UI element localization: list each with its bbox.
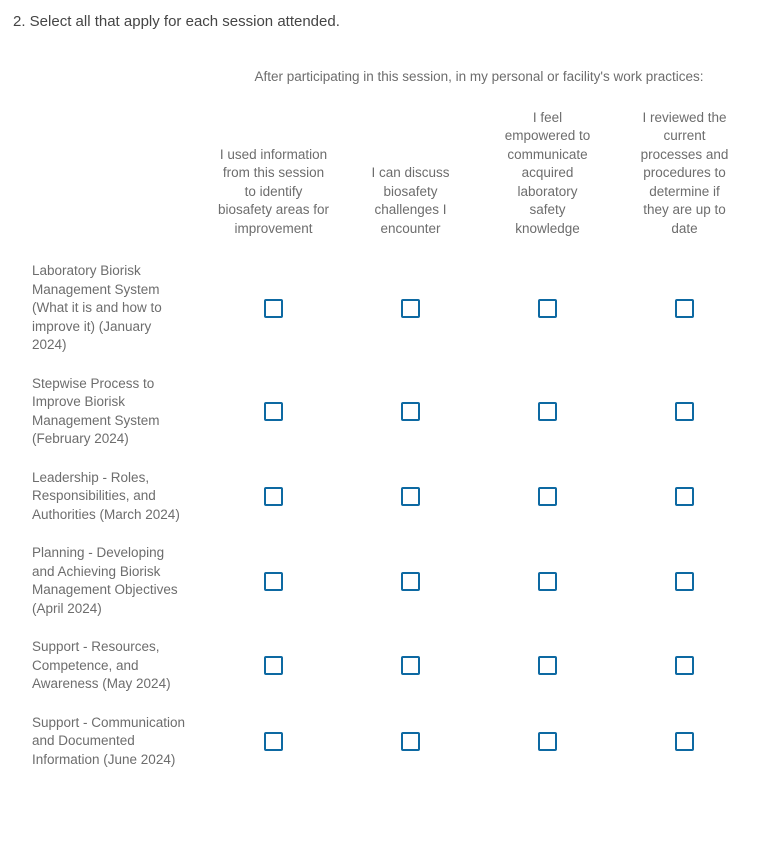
checkbox-cell [205, 298, 342, 318]
checkbox-row3-col2[interactable] [401, 486, 420, 506]
table-row-session-june: Support - Communication and Documented I… [0, 714, 768, 770]
table-row-session-may: Support - Resources, Competence, and Awa… [0, 638, 768, 694]
table-row-session-april: Planning - Developing and Achieving Bior… [0, 544, 768, 618]
table-row-session-march: Leadership - Roles, Responsibilities, an… [0, 469, 768, 525]
checkbox-cell [342, 571, 479, 591]
checkbox-row5-col2[interactable] [401, 656, 420, 676]
checkbox-row5-col4[interactable] [675, 656, 694, 676]
matrix-column-header-row: I used information from this session to … [0, 109, 768, 239]
column-header-3: I feel empowered to communicate acquired… [479, 109, 616, 239]
table-row-session-january: Laboratory Biorisk Management System (Wh… [0, 262, 768, 355]
checkbox-row2-col4[interactable] [675, 402, 694, 421]
column-header-4: I reviewed the current processes and pro… [616, 109, 753, 239]
checkbox-row2-col2[interactable] [401, 402, 420, 421]
row-label: Laboratory Biorisk Management System (Wh… [32, 263, 162, 352]
checkbox-cell [205, 486, 342, 506]
checkbox-row1-col2[interactable] [401, 298, 420, 318]
matrix-group-header: After participating in this session, in … [254, 69, 704, 84]
checkbox-row5-col1[interactable] [264, 656, 283, 676]
checkbox-row6-col2[interactable] [401, 731, 420, 751]
checkbox-cell [342, 298, 479, 318]
column-header-label: I reviewed the current processes and pro… [640, 109, 729, 236]
checkbox-row3-col1[interactable] [264, 486, 283, 506]
column-header-label: I can discuss biosafety challenges I enc… [371, 165, 450, 236]
checkbox-cell [479, 656, 616, 676]
checkbox-matrix: After participating in this session, in … [0, 68, 768, 769]
checkbox-row6-col4[interactable] [675, 731, 694, 751]
checkbox-row1-col4[interactable] [675, 298, 694, 318]
checkbox-row1-col1[interactable] [264, 298, 283, 318]
row-label: Leadership - Roles, Responsibilities, an… [32, 469, 180, 522]
checkbox-row6-col3[interactable] [538, 731, 557, 751]
column-header-1: I used information from this session to … [205, 146, 342, 239]
checkbox-cell [616, 656, 753, 676]
checkbox-cell [342, 656, 479, 676]
row-label: Stepwise Process to Improve Biorisk Mana… [32, 375, 160, 447]
column-header-2: I can discuss biosafety challenges I enc… [342, 164, 479, 238]
checkbox-cell [205, 402, 342, 421]
checkbox-cell [205, 656, 342, 676]
checkbox-cell [479, 486, 616, 506]
checkbox-cell [479, 298, 616, 318]
checkbox-row3-col4[interactable] [675, 486, 694, 506]
question-title: 2. Select all that apply for each sessio… [13, 13, 340, 30]
checkbox-cell [616, 402, 753, 421]
checkbox-row4-col4[interactable] [675, 571, 694, 591]
checkbox-row2-col3[interactable] [538, 402, 557, 421]
row-label: Planning - Developing and Achieving Bior… [32, 545, 178, 616]
checkbox-row4-col3[interactable] [538, 571, 557, 591]
table-row-session-february: Stepwise Process to Improve Biorisk Mana… [0, 375, 768, 449]
checkbox-row5-col3[interactable] [538, 656, 557, 676]
column-header-label: I feel empowered to communicate acquired… [504, 109, 591, 236]
checkbox-cell [479, 571, 616, 591]
checkbox-cell [205, 731, 342, 751]
row-label: Support - Resources, Competence, and Awa… [32, 639, 171, 691]
checkbox-row1-col3[interactable] [538, 298, 557, 318]
checkbox-cell [205, 571, 342, 591]
checkbox-cell [479, 402, 616, 421]
checkbox-row4-col2[interactable] [401, 571, 420, 591]
checkbox-cell [342, 402, 479, 421]
checkbox-cell [616, 298, 753, 318]
row-label: Support - Communication and Documented I… [32, 714, 186, 767]
checkbox-cell [342, 486, 479, 506]
checkbox-row6-col1[interactable] [264, 731, 283, 751]
checkbox-row2-col1[interactable] [264, 402, 283, 421]
checkbox-cell [616, 731, 753, 751]
checkbox-row3-col3[interactable] [538, 486, 557, 506]
checkbox-row4-col1[interactable] [264, 571, 283, 591]
checkbox-cell [616, 571, 753, 591]
checkbox-cell [342, 731, 479, 751]
column-header-label: I used information from this session to … [217, 146, 330, 236]
checkbox-cell [616, 486, 753, 506]
checkbox-cell [479, 731, 616, 751]
